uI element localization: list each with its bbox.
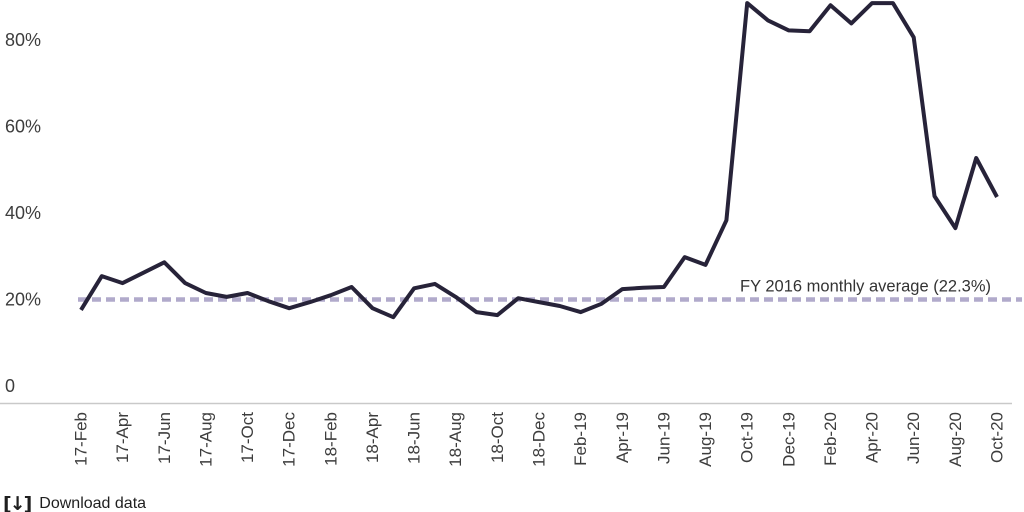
x-tick-label: Feb-19 [571,412,590,466]
download-label: Download data [39,495,147,512]
reference-line-label: FY 2016 monthly average (22.3%) [740,278,991,296]
x-tick-label: 17-Jun [155,412,174,464]
x-tick-label: Apr-20 [863,412,882,463]
y-tick-label: 20% [5,290,41,310]
x-tick-label: Oct-19 [738,412,757,463]
download-data-link[interactable]: [↓] Download data [3,493,146,512]
x-tick-label: 18-Feb [321,412,340,466]
x-tick-label: 17-Dec [280,412,299,467]
x-tick-label: 17-Aug [196,412,215,467]
y-tick-label: 0 [5,376,15,396]
y-tick-label: 60% [5,116,41,136]
x-tick-label: Dec-19 [779,412,798,467]
x-tick-label: Aug-19 [696,412,715,467]
x-tick-label: Apr-19 [613,412,632,463]
x-tick-label: Feb-20 [821,412,840,466]
trend-line [79,1,999,320]
x-tick-label: Jun-19 [654,412,673,464]
x-tick-label: 17-Feb [72,412,91,466]
x-tick-label: 18-Aug [446,412,465,467]
x-tick-label: 18-Dec [530,412,549,467]
x-tick-label: Jun-20 [904,412,923,464]
x-tick-label: Oct-20 [988,412,1007,463]
x-tick-label: 18-Jun [405,412,424,464]
download-icon: [↓] [3,493,32,512]
x-tick-label: 17-Oct [238,412,257,463]
x-tick-label: 17-Apr [113,412,132,463]
x-tick-label: 18-Apr [363,412,382,463]
x-tick-label: Aug-20 [946,412,965,467]
x-tick-label: 18-Oct [488,412,507,463]
y-tick-label: 80% [5,30,41,50]
y-tick-label: 40% [5,203,41,223]
